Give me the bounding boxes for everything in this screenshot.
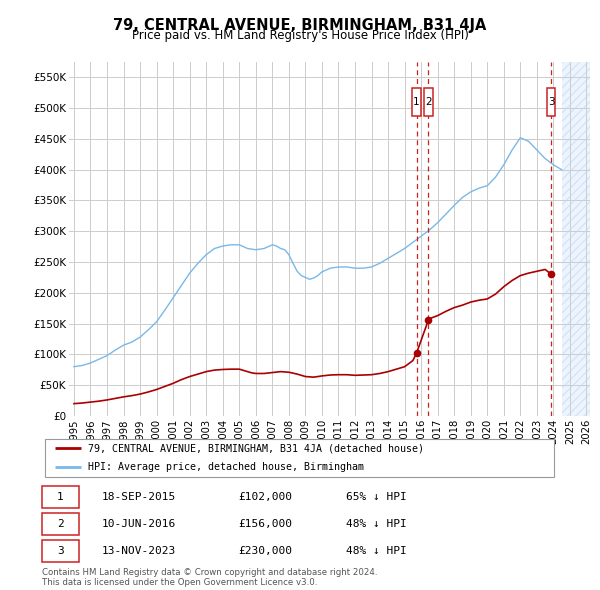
Text: This data is licensed under the Open Government Licence v3.0.: This data is licensed under the Open Gov… — [42, 578, 317, 587]
Text: 18-SEP-2015: 18-SEP-2015 — [101, 492, 176, 502]
Bar — [42, 540, 79, 562]
Text: HPI: Average price, detached house, Birmingham: HPI: Average price, detached house, Birm… — [88, 462, 364, 472]
FancyBboxPatch shape — [44, 439, 554, 477]
Text: 3: 3 — [57, 546, 64, 556]
Text: 3: 3 — [548, 97, 554, 107]
Text: £230,000: £230,000 — [238, 546, 292, 556]
Text: 48% ↓ HPI: 48% ↓ HPI — [346, 546, 407, 556]
Text: £102,000: £102,000 — [238, 492, 292, 502]
Bar — [42, 513, 79, 535]
Bar — [412, 88, 421, 116]
Bar — [562, 62, 590, 416]
Text: Contains HM Land Registry data © Crown copyright and database right 2024.: Contains HM Land Registry data © Crown c… — [42, 568, 377, 577]
Bar — [42, 486, 79, 508]
Text: 48% ↓ HPI: 48% ↓ HPI — [346, 519, 407, 529]
Text: 10-JUN-2016: 10-JUN-2016 — [101, 519, 176, 529]
Text: 2: 2 — [57, 519, 64, 529]
Text: Price paid vs. HM Land Registry's House Price Index (HPI): Price paid vs. HM Land Registry's House … — [131, 30, 469, 42]
Bar — [562, 62, 590, 416]
Text: 1: 1 — [413, 97, 420, 107]
Text: 79, CENTRAL AVENUE, BIRMINGHAM, B31 4JA: 79, CENTRAL AVENUE, BIRMINGHAM, B31 4JA — [113, 18, 487, 32]
Text: 65% ↓ HPI: 65% ↓ HPI — [346, 492, 407, 502]
Text: 2: 2 — [425, 97, 432, 107]
Text: 13-NOV-2023: 13-NOV-2023 — [101, 546, 176, 556]
Text: 79, CENTRAL AVENUE, BIRMINGHAM, B31 4JA (detached house): 79, CENTRAL AVENUE, BIRMINGHAM, B31 4JA … — [88, 444, 424, 454]
Bar — [547, 88, 556, 116]
Text: 1: 1 — [57, 492, 64, 502]
Text: £156,000: £156,000 — [238, 519, 292, 529]
Bar — [424, 88, 433, 116]
